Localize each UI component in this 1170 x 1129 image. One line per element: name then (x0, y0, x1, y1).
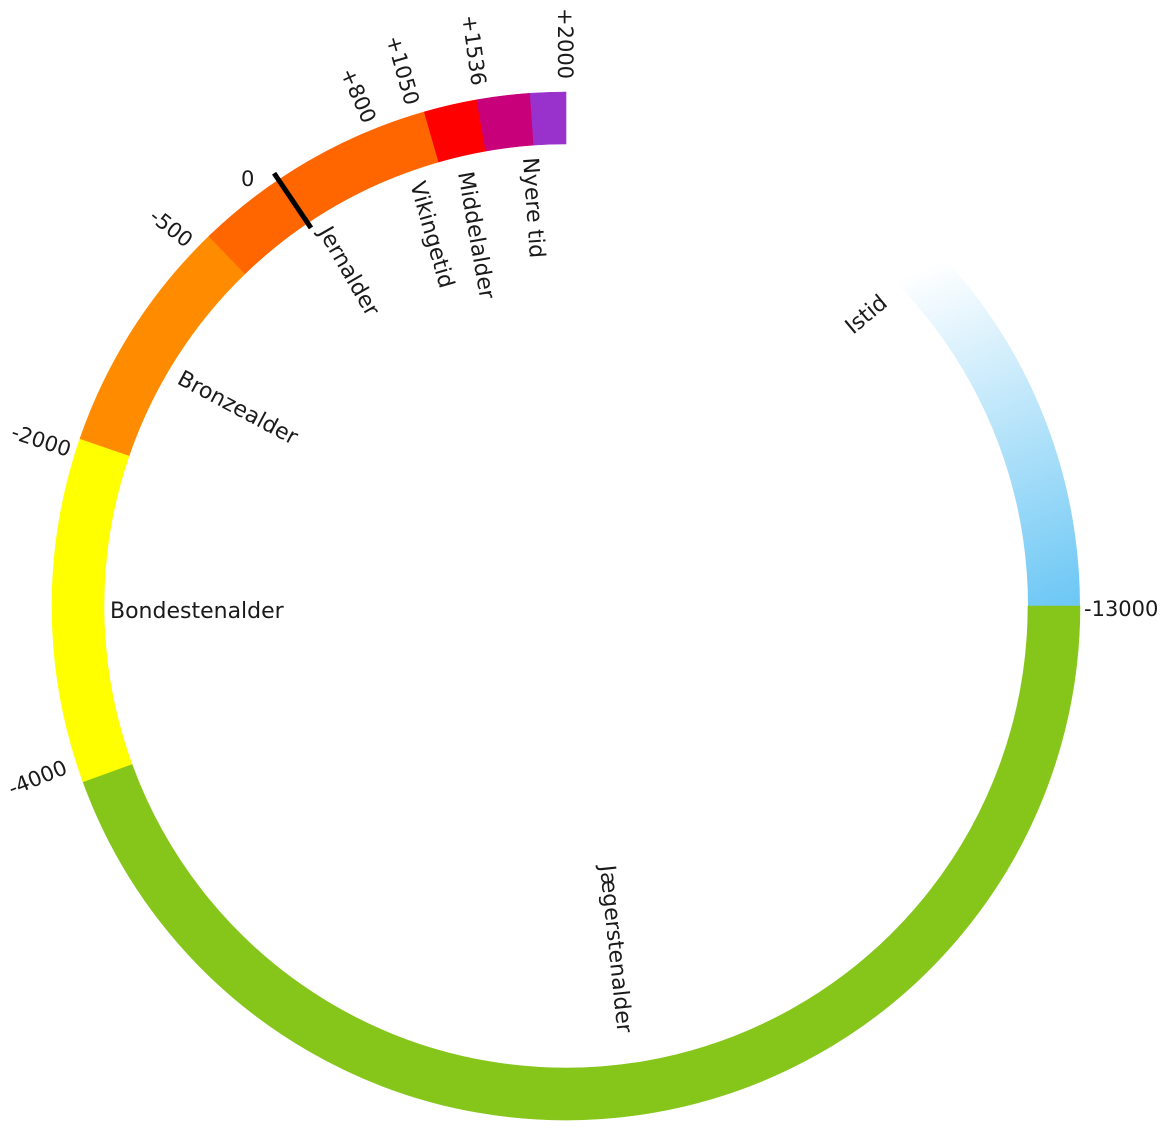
period-segments (51, 91, 1081, 1121)
tick-label-minus-2000: -2000 (8, 420, 73, 462)
tick-label-0: 0 (241, 167, 254, 191)
period-label-jaegerstenalder: Jægerstenalder (594, 862, 637, 1035)
period-label-jernalder: Jernalder (312, 221, 385, 322)
period-label-middelalder: Middelalder (452, 170, 499, 302)
period-label-bronzealder: Bronzealder (173, 366, 302, 451)
ice-age-arc (753, 136, 1080, 606)
tick-label-minus-500: -500 (145, 204, 197, 252)
period-label-vikingetid: Vikingetid (404, 179, 458, 291)
period-label-nyere-tid: Nyere tid (517, 157, 549, 259)
zero-marker-layer (272, 171, 314, 230)
tick-label-1050: +1050 (381, 33, 424, 108)
tick-label-1536: +1536 (457, 13, 491, 87)
tick-label-minus-4000: -4000 (5, 756, 71, 801)
tick-label-2000: +2000 (553, 8, 577, 79)
segment-middelalder (476, 92, 535, 152)
year-zero-marker (272, 171, 314, 230)
segment-nyere-tid (529, 91, 567, 146)
segment-jaegerstenalder (82, 605, 1081, 1121)
period-label-bondestenalder: Bondestenalder (110, 599, 285, 624)
tick-label-minus-13000: -13000 (1084, 597, 1158, 621)
tick-label-800: +800 (335, 64, 380, 126)
ice-age-label: Istid (841, 290, 893, 339)
ice-age-layer: Istid (753, 136, 1080, 606)
segment-bronzealder (79, 235, 246, 456)
